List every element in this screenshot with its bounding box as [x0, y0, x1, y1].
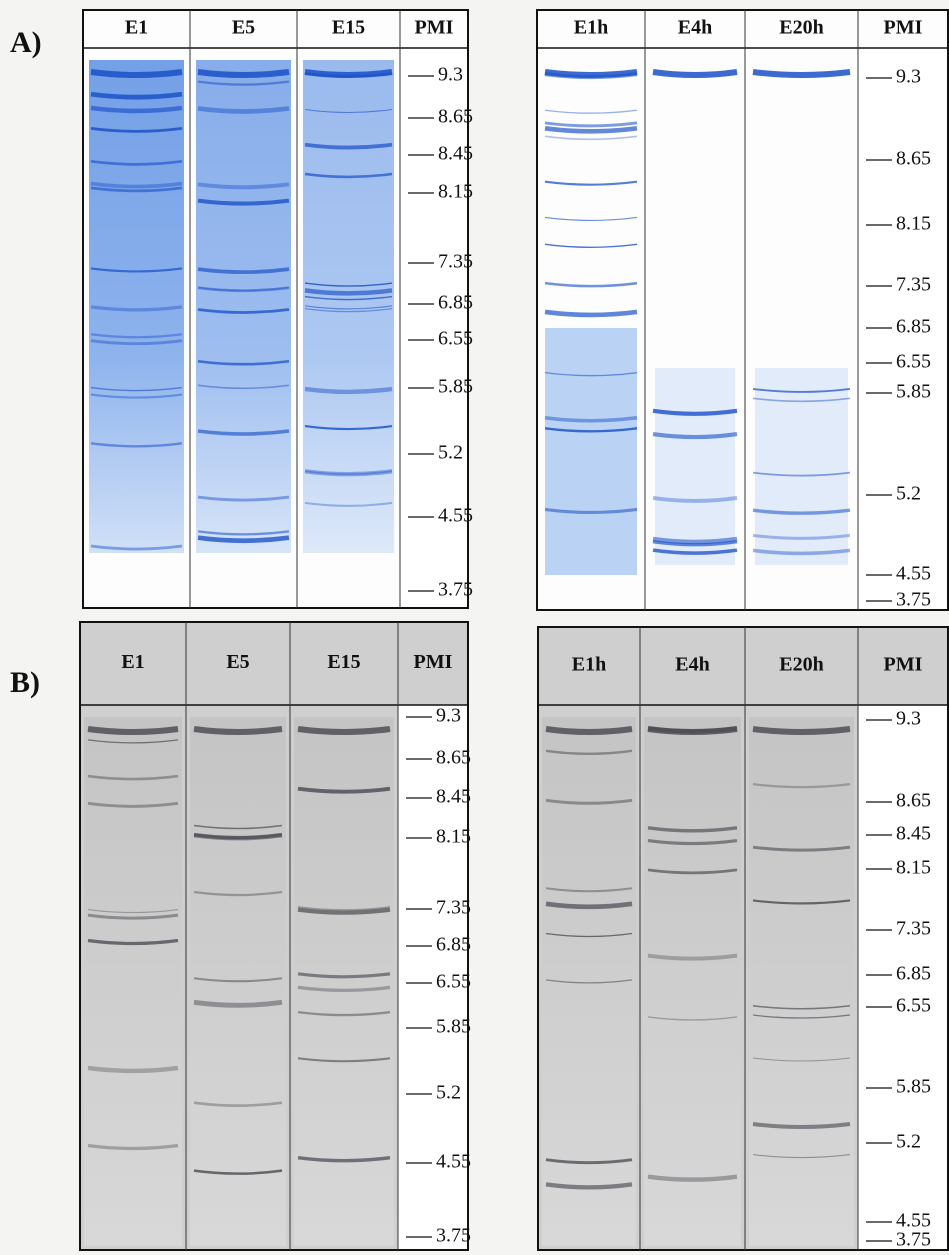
lane-smear: [655, 368, 735, 565]
marker-label: 3.75: [896, 589, 931, 611]
lane-smear: [303, 60, 394, 553]
marker-label: 9.3: [896, 708, 921, 730]
lane-smear: [755, 368, 848, 565]
lane-header: E1: [121, 651, 144, 673]
marker-header: PMI: [415, 17, 454, 39]
marker-label: 8.65: [436, 747, 471, 769]
marker-label: 5.2: [436, 1082, 461, 1104]
marker-label: 4.55: [896, 563, 931, 585]
lane-header: E1h: [574, 17, 608, 39]
marker-label: 8.15: [896, 213, 931, 235]
band: [648, 729, 737, 732]
lane-header: E15: [327, 651, 360, 673]
band: [198, 72, 289, 75]
marker-label: 8.15: [436, 826, 471, 848]
marker-label: 8.65: [896, 148, 931, 170]
lane-header: E15: [332, 17, 365, 39]
lane-smear: [89, 60, 184, 553]
band: [653, 72, 737, 75]
band: [753, 72, 850, 75]
marker-label: 8.45: [436, 786, 471, 808]
marker-header: PMI: [414, 651, 453, 673]
marker-label: 5.85: [896, 1076, 931, 1098]
marker-label: 7.35: [436, 897, 471, 919]
marker-label: 9.3: [436, 705, 461, 727]
lane-smear: [294, 717, 394, 1246]
lane-header: E1: [125, 17, 148, 39]
lane-header: E5: [232, 17, 255, 39]
marker-label: 5.85: [436, 1016, 471, 1038]
band: [305, 72, 392, 75]
panel-label: A): [10, 26, 42, 59]
marker-label: 9.3: [896, 66, 921, 88]
marker-label: 6.55: [436, 971, 471, 993]
marker-label: 4.55: [436, 1151, 471, 1173]
band: [194, 729, 282, 732]
marker-label: 6.55: [896, 995, 931, 1017]
band: [545, 72, 637, 75]
lane-header: E20h: [779, 17, 823, 39]
band: [753, 729, 850, 732]
page: A) E1 E5 E15 PMI 9.3 8.65 8.45 8.15 7.35 6.85 6.55 5…: [0, 0, 949, 1255]
lane-header: E20h: [779, 654, 823, 676]
marker-label: 9.3: [438, 64, 463, 86]
marker-label: 5.2: [896, 483, 921, 505]
marker-header: PMI: [884, 17, 923, 39]
marker-label: 8.45: [896, 823, 931, 845]
lane-smear: [644, 717, 741, 1246]
marker-label: 6.85: [896, 316, 931, 338]
lane-header: E5: [226, 651, 249, 673]
marker-header: PMI: [884, 654, 923, 676]
lane-smear: [545, 328, 637, 575]
lane-header: E1h: [572, 654, 606, 676]
band: [298, 729, 390, 732]
marker-label: 5.2: [896, 1131, 921, 1153]
band: [546, 729, 632, 732]
band: [91, 72, 182, 75]
marker-label: 5.85: [896, 381, 931, 403]
marker-label: 8.65: [896, 790, 931, 812]
marker-label: 3.75: [896, 1229, 931, 1251]
marker-label: 6.85: [436, 934, 471, 956]
marker-label: 6.55: [896, 351, 931, 373]
figure: A) E1 E5 E15 PMI 9.3 8.65 8.45 8.15 7.35 6.85 6.55 5…: [0, 0, 949, 1255]
marker-label: 7.35: [896, 274, 931, 296]
marker-label: 8.15: [896, 857, 931, 879]
band: [88, 729, 178, 732]
lane-header: E4h: [678, 17, 712, 39]
lane-smear: [196, 60, 291, 553]
marker-label: 3.75: [436, 1225, 471, 1247]
marker-label: 6.85: [896, 963, 931, 985]
marker-label: 7.35: [896, 918, 931, 940]
panel-label: B): [10, 666, 40, 699]
marker-label: 5.2: [438, 442, 463, 464]
lane-header: E4h: [675, 654, 709, 676]
lane-smear: [749, 717, 854, 1246]
lane-smear: [84, 717, 182, 1246]
